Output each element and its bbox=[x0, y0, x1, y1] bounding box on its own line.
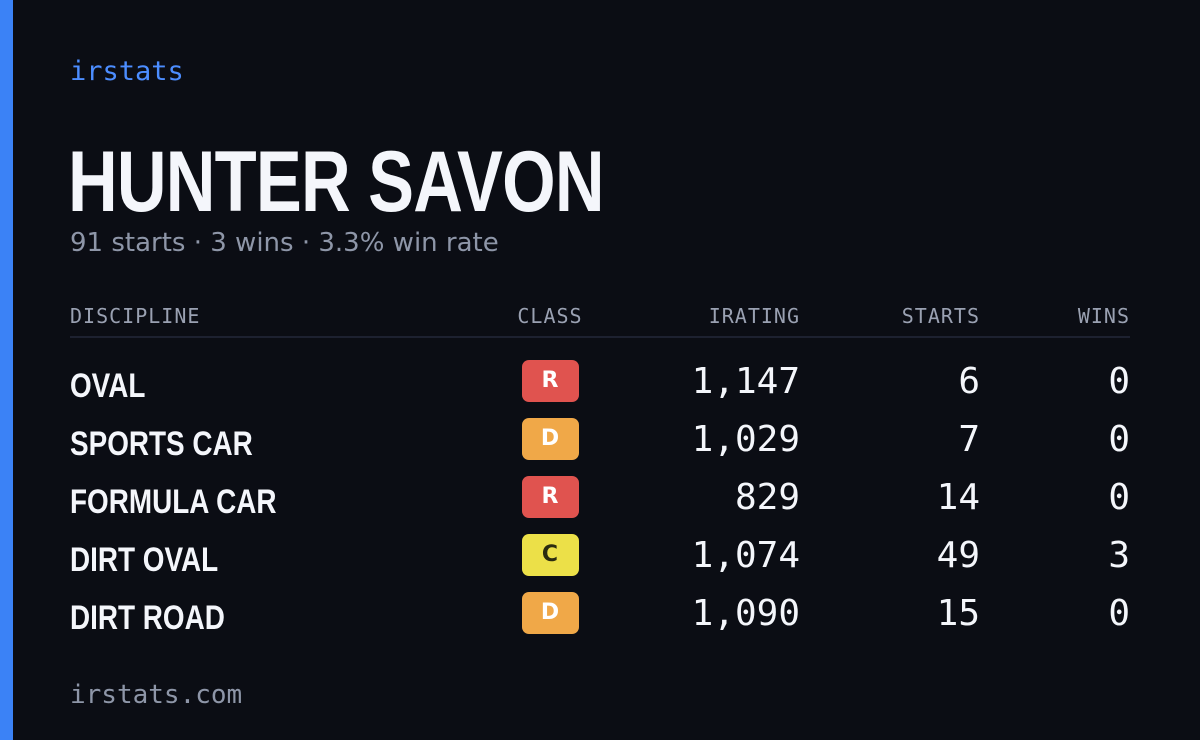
discipline-label: OVAL bbox=[70, 366, 146, 405]
class-cell: R bbox=[490, 360, 610, 402]
class-cell: D bbox=[490, 592, 610, 634]
table-row: DIRT OVAL C 1,074 49 3 bbox=[70, 526, 1130, 584]
header-irating: IRATING bbox=[708, 304, 800, 328]
license-class-badge: R bbox=[521, 476, 579, 518]
driver-summary: 91 starts · 3 wins · 3.3% win rate bbox=[70, 228, 499, 258]
license-class-badge: R bbox=[521, 360, 579, 402]
table-row: DIRT ROAD D 1,090 15 0 bbox=[70, 584, 1130, 642]
starts-value: 6 bbox=[958, 360, 980, 402]
table-row: FORMULA CAR R 829 14 0 bbox=[70, 468, 1130, 526]
table-header: DISCIPLINE CLASS IRATING STARTS WINS bbox=[70, 296, 1130, 338]
discipline-label: FORMULA CAR bbox=[70, 482, 277, 521]
irating-value: 1,074 bbox=[691, 534, 800, 576]
irating-value: 1,090 bbox=[691, 592, 800, 634]
header-class: CLASS bbox=[517, 304, 583, 328]
discipline-cell: SPORTS CAR bbox=[70, 415, 490, 464]
table-body: OVAL R 1,147 6 0 SPORTS CAR D 1,029 7 0 FORMULA CA… bbox=[70, 352, 1130, 642]
discipline-cell: DIRT ROAD bbox=[70, 589, 490, 638]
discipline-label: DIRT OVAL bbox=[70, 540, 219, 579]
starts-value: 7 bbox=[958, 418, 980, 460]
starts-value: 15 bbox=[936, 592, 980, 634]
wins-value: 3 bbox=[1108, 534, 1130, 576]
header-wins: WINS bbox=[1077, 304, 1130, 328]
license-class-badge: D bbox=[521, 418, 579, 460]
starts-value: 14 bbox=[936, 476, 980, 518]
discipline-label: DIRT ROAD bbox=[70, 598, 225, 637]
class-cell: R bbox=[490, 476, 610, 518]
table-row: SPORTS CAR D 1,029 7 0 bbox=[70, 410, 1130, 468]
driver-name: HUNTER SAVON bbox=[68, 134, 605, 230]
table-row: OVAL R 1,147 6 0 bbox=[70, 352, 1130, 410]
irating-value: 1,147 bbox=[691, 360, 800, 402]
header-starts: STARTS bbox=[901, 304, 980, 328]
irating-value: 829 bbox=[734, 476, 800, 518]
brand-logo-text[interactable]: irstats bbox=[70, 56, 184, 87]
license-class-badge: C bbox=[521, 534, 579, 576]
wins-value: 0 bbox=[1108, 592, 1130, 634]
discipline-cell: FORMULA CAR bbox=[70, 473, 490, 522]
header-discipline: DISCIPLINE bbox=[70, 304, 201, 328]
stats-table: DISCIPLINE CLASS IRATING STARTS WINS OVA… bbox=[70, 296, 1130, 642]
starts-value: 49 bbox=[936, 534, 980, 576]
class-cell: D bbox=[490, 418, 610, 460]
irating-value: 1,029 bbox=[691, 418, 800, 460]
footer-domain[interactable]: irstats.com bbox=[70, 680, 243, 710]
discipline-cell: DIRT OVAL bbox=[70, 531, 490, 580]
class-cell: C bbox=[490, 534, 610, 576]
accent-bar bbox=[0, 0, 13, 740]
discipline-label: SPORTS CAR bbox=[70, 424, 253, 463]
license-class-badge: D bbox=[521, 592, 579, 634]
wins-value: 0 bbox=[1108, 360, 1130, 402]
discipline-cell: OVAL bbox=[70, 357, 490, 406]
wins-value: 0 bbox=[1108, 418, 1130, 460]
wins-value: 0 bbox=[1108, 476, 1130, 518]
